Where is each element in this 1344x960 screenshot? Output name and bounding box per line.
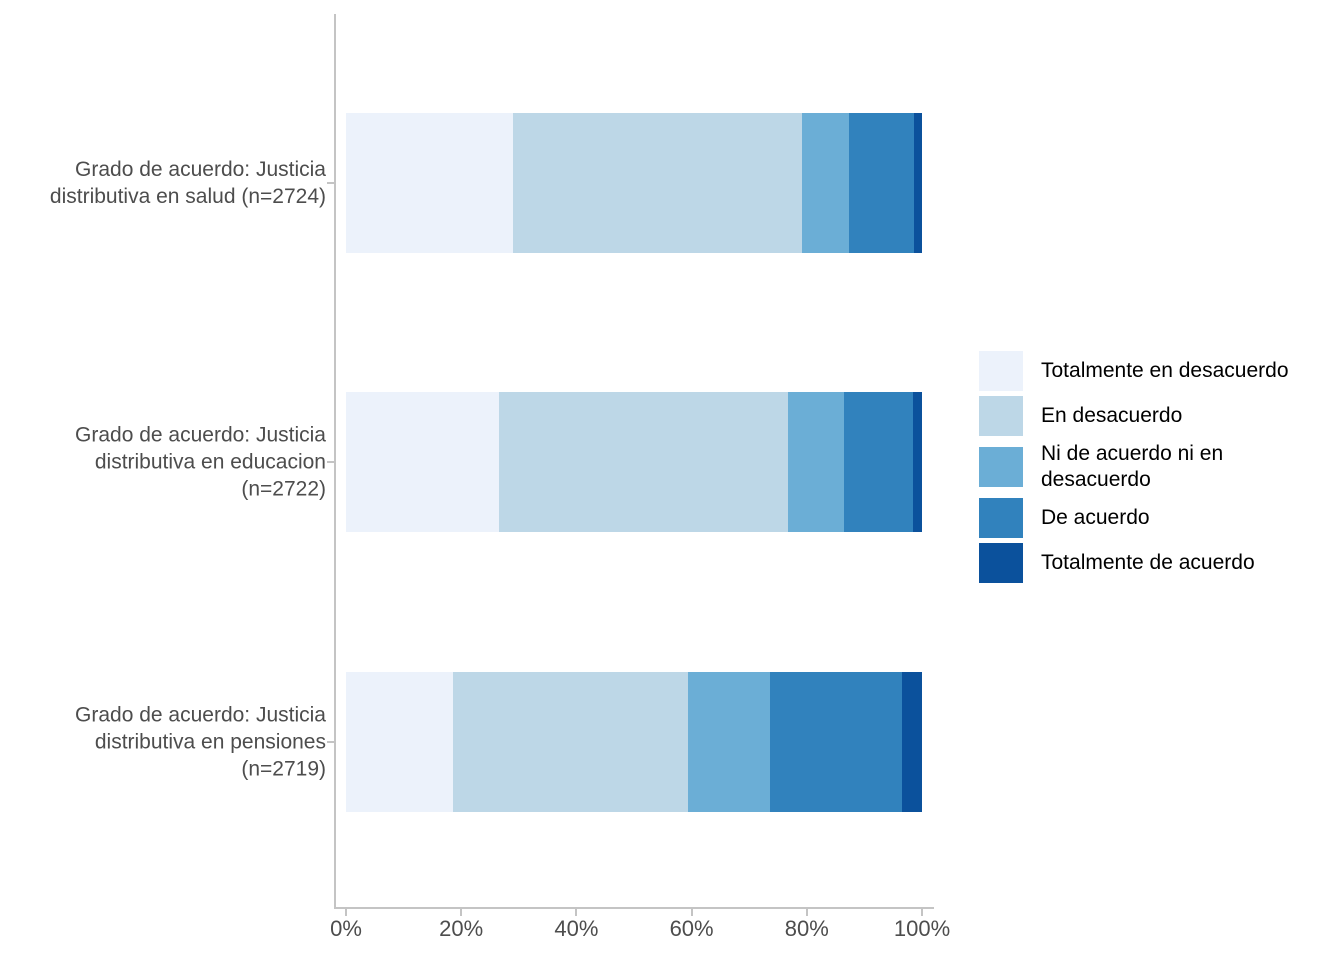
x-axis-tick bbox=[575, 909, 578, 916]
y-axis-tick bbox=[327, 741, 335, 743]
x-axis-tick bbox=[345, 909, 347, 916]
legend-item: Totalmente en desacuerdo bbox=[979, 351, 1289, 391]
x-axis-tick-label: 60% bbox=[669, 916, 714, 941]
legend-item: Totalmente de acuerdo bbox=[979, 543, 1289, 583]
legend-swatch bbox=[979, 351, 1023, 391]
category-label-line: distributiva en pensiones bbox=[94, 730, 326, 754]
legend: Totalmente en desacuerdo En desacuerdo Ni … bbox=[979, 351, 1289, 588]
legend-label-line: Totalmente de acuerdo bbox=[1041, 551, 1255, 574]
category-label-line: distributiva en salud (n=2724) bbox=[49, 185, 326, 208]
x-axis-tick bbox=[690, 909, 693, 916]
x-axis-tick bbox=[805, 909, 808, 916]
x-axis-tick bbox=[460, 909, 463, 916]
bar-segment bbox=[346, 113, 514, 253]
bar-segment bbox=[769, 672, 903, 812]
bar-segment bbox=[902, 672, 922, 812]
bar-segment bbox=[346, 392, 500, 532]
y-axis-tick bbox=[327, 461, 335, 463]
x-axis-line bbox=[334, 907, 934, 909]
category-label-line: (n=2722) bbox=[241, 477, 326, 501]
bar-segment bbox=[688, 672, 770, 812]
legend-label: En desacuerdo bbox=[1041, 403, 1182, 429]
bar-segment bbox=[499, 392, 788, 532]
legend-label: Totalmente en desacuerdo bbox=[1041, 358, 1289, 384]
legend-label-line: De acuerdo bbox=[1041, 506, 1150, 529]
x-axis-tick-label: 20% bbox=[439, 916, 484, 941]
bar-2 bbox=[346, 392, 922, 532]
legend-label-line: desacuerdo bbox=[1041, 468, 1151, 491]
bar-segment bbox=[848, 113, 914, 253]
legend-swatch bbox=[979, 396, 1023, 436]
legend-swatch bbox=[979, 447, 1023, 487]
bar-segment bbox=[513, 113, 802, 253]
bar-segment bbox=[787, 392, 845, 532]
bar-segment bbox=[844, 392, 913, 532]
bar-segment bbox=[346, 672, 454, 812]
x-axis-tick-label: 100% bbox=[893, 916, 951, 941]
bar-segment bbox=[801, 113, 849, 253]
y-axis-line bbox=[334, 14, 336, 908]
legend-label: Ni de acuerdo ni en desacuerdo bbox=[1041, 441, 1223, 493]
x-axis-tick-label: 0% bbox=[330, 916, 362, 941]
category-label-line: (n=2719) bbox=[241, 757, 326, 781]
legend-label: Totalmente de acuerdo bbox=[1041, 550, 1255, 576]
category-label: Grado de acuerdo: Justicia distributiva e… bbox=[8, 422, 326, 503]
legend-label-line: En desacuerdo bbox=[1041, 404, 1183, 427]
x-axis-tick bbox=[921, 909, 923, 916]
legend-label: De acuerdo bbox=[1041, 505, 1150, 531]
legend-swatch bbox=[979, 498, 1023, 538]
category-label-line: Grado de acuerdo: Justicia bbox=[75, 703, 326, 727]
bar-segment bbox=[453, 672, 689, 812]
x-axis-tick-label: 40% bbox=[554, 916, 599, 941]
category-label-line: Grado de acuerdo: Justicia bbox=[75, 423, 326, 447]
legend-label-line: Ni de acuerdo ni en bbox=[1041, 442, 1224, 465]
legend-label-line: Totalmente en desacuerdo bbox=[1041, 359, 1289, 382]
y-axis-tick bbox=[327, 182, 335, 184]
category-label: Grado de acuerdo: Justicia distributiva e… bbox=[8, 156, 326, 210]
category-label: Grado de acuerdo: Justicia distributiva e… bbox=[8, 702, 326, 783]
x-axis-tick-label: 80% bbox=[784, 916, 829, 941]
bar-segment bbox=[913, 113, 922, 253]
bar-1 bbox=[346, 113, 922, 253]
legend-item: En desacuerdo bbox=[979, 396, 1289, 436]
category-label-line: distributiva en educacion bbox=[94, 450, 326, 474]
bar-3 bbox=[346, 672, 922, 812]
legend-swatch bbox=[979, 543, 1023, 583]
bar-segment bbox=[912, 392, 922, 532]
category-label-line: Grado de acuerdo: Justicia bbox=[75, 158, 326, 181]
legend-item: Ni de acuerdo ni en desacuerdo bbox=[979, 441, 1289, 493]
legend-item: De acuerdo bbox=[979, 498, 1289, 538]
